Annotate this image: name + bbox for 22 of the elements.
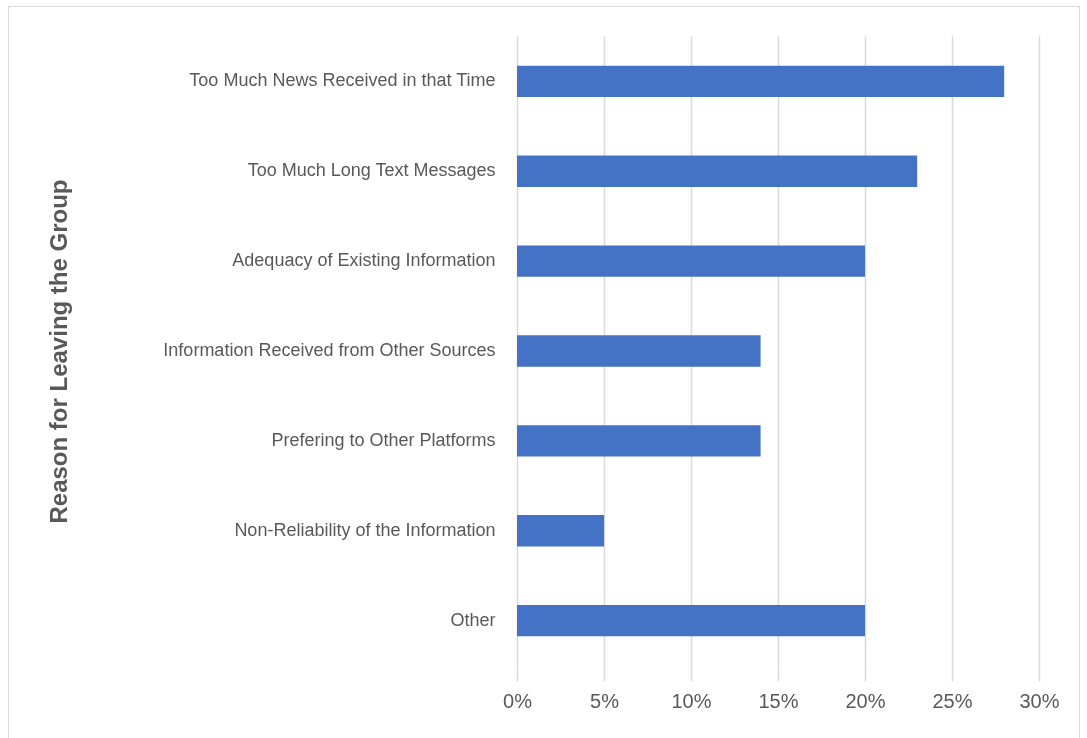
bar (517, 425, 761, 457)
y-tick-label: Adequacy of Existing Information (232, 250, 496, 271)
x-tick-label: 15% (758, 689, 799, 712)
bar (517, 515, 604, 547)
x-tick-label: 0% (503, 689, 533, 712)
y-axis-title: Reason for Leaving the Group (44, 179, 72, 524)
y-tick-label: Information Received from Other Sources (163, 340, 496, 360)
bar (517, 604, 865, 637)
bar (517, 155, 918, 187)
y-tick-label: Too Much Long Text Messages (247, 160, 496, 181)
x-tick-label: 5% (590, 689, 620, 712)
bar (517, 335, 761, 367)
x-tick-label: 10% (671, 689, 712, 712)
y-tick-label: Prefering to Other Platforms (271, 429, 496, 450)
bar (517, 65, 1005, 98)
y-tick-label: Other (450, 609, 496, 630)
bar (517, 245, 865, 277)
y-tick-label: Non-Reliability of the Information (234, 519, 496, 540)
y-tick-label: Too Much News Received in that Time (189, 70, 496, 91)
x-tick-label: 25% (932, 689, 973, 712)
x-tick-label: 20% (845, 689, 886, 712)
x-tick-label: 30% (1019, 689, 1060, 712)
